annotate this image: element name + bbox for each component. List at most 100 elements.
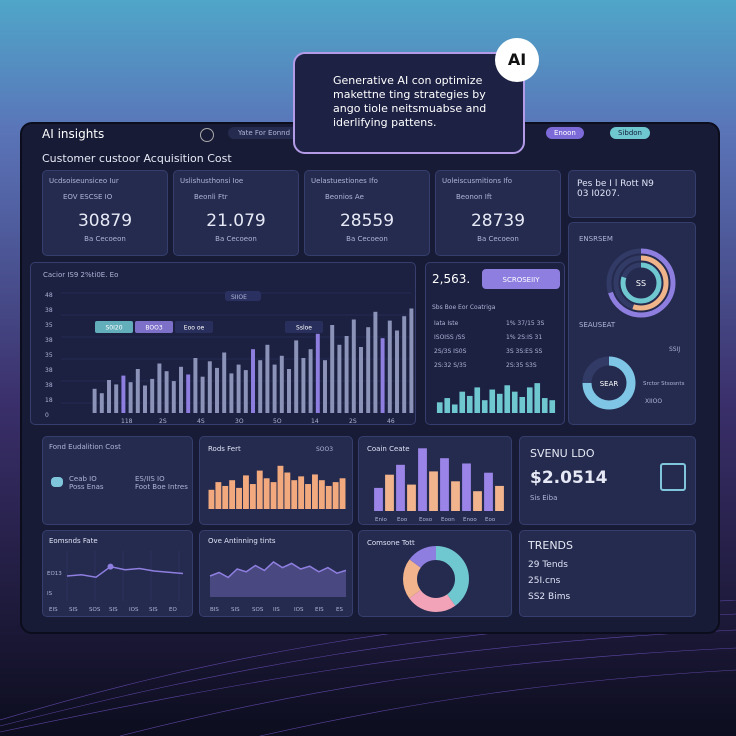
label: SCROSEIIY [503, 276, 541, 284]
kpi-label: Ucdsoiseunsiceo Iur [49, 177, 119, 185]
bar [429, 471, 438, 511]
bar [222, 485, 229, 509]
kpi-label: Uelastuestiones Ifo [311, 177, 378, 185]
ring [620, 262, 662, 304]
kpi-sub: Beonli Ftr [194, 193, 228, 201]
bar [325, 485, 332, 509]
label: SIIOE [231, 294, 247, 301]
pill[interactable]: Sibdon [610, 127, 650, 139]
label: 2S [159, 418, 167, 425]
bar [418, 448, 427, 511]
side-card: Pes be I l Rott N9 03 I0207. [568, 170, 696, 218]
bar [459, 391, 466, 413]
bar [337, 344, 342, 413]
bar [385, 474, 394, 511]
line: Generative AI con optimize [333, 74, 483, 87]
bar [272, 364, 277, 413]
ring [606, 248, 676, 318]
speech-bubble [293, 52, 525, 154]
kpi-value: 30879 [77, 211, 133, 231]
label: 35 [45, 352, 53, 359]
side-svg: ENSRSEM SS SEAUSEAT SSIJ Srctor Stsosnts XIIO… [579, 235, 685, 410]
icon [51, 477, 63, 487]
pill[interactable]: Enoon [546, 127, 584, 139]
label: BOO3 [145, 325, 162, 332]
ring [613, 255, 669, 311]
label: 35 [45, 322, 53, 329]
bar [207, 361, 212, 413]
bar [473, 491, 482, 511]
bar [193, 358, 198, 413]
kpi-card: Uelastuestiones Ifo Beonios Ae 28559 Ba … [304, 170, 430, 256]
ove-card: Ove Antinning tints BIS SIS SOS IIS IOS EIS ES [199, 530, 353, 617]
label: 5O [273, 418, 282, 425]
bar [444, 398, 451, 413]
label: 3S 3S:ES SS [506, 348, 542, 355]
bar [256, 470, 263, 509]
bar [519, 397, 526, 413]
bar [374, 487, 383, 511]
label: Eomsnds Fate [49, 537, 98, 545]
bar [366, 327, 371, 413]
rods-card: Rods Fert SOO3 [199, 436, 353, 525]
bar [243, 475, 249, 509]
label: IS [47, 591, 53, 597]
bar [526, 387, 533, 413]
label: Coain Ceate [367, 445, 410, 453]
line: 03 I0207. [577, 189, 620, 199]
calendar-icon [660, 463, 686, 491]
bar [451, 481, 460, 511]
label: EIS [49, 607, 58, 613]
bar [301, 358, 306, 413]
kpi-foot: Ba Cecoeon [84, 235, 126, 243]
kpi-value: 28559 [339, 211, 395, 231]
app-title: AI insights [42, 127, 105, 141]
bar [305, 484, 311, 509]
bar [495, 485, 504, 511]
stat: Ceab IO Poss Enas [69, 475, 104, 491]
label: ENSRSEM [579, 235, 613, 243]
chip [175, 321, 213, 333]
label: Comsone Tott [367, 539, 415, 547]
line: SS2 Bims [528, 592, 571, 602]
label: Enio [375, 517, 387, 523]
bar [474, 387, 481, 413]
bar [236, 487, 242, 509]
bar [344, 336, 349, 413]
bar [318, 480, 325, 509]
search[interactable]: Yate For Eonnd [228, 127, 301, 139]
svenu-card: SVENU LDO $2.0514 Sis Eiba [519, 436, 696, 525]
chip [285, 321, 323, 333]
bar [251, 349, 255, 413]
line: 29 Tends [528, 560, 568, 570]
card-foot: Sis Eiba [530, 494, 558, 502]
bar [436, 402, 443, 413]
label: IOS [294, 607, 304, 613]
kpi-value: 28739 [470, 211, 526, 231]
bubble-text: Generative AI con optimize makettne ting … [333, 74, 486, 130]
bar [186, 374, 191, 413]
coain-card: Coain Ceate Enio Eoo Eoso Eoon Enoo Eoo [358, 436, 512, 525]
label: SEAUSEAT [579, 321, 616, 329]
label: 48 [45, 292, 53, 299]
label: SIS [149, 607, 158, 613]
bar [407, 484, 416, 511]
label: Ssloe [296, 325, 312, 332]
bar [287, 369, 291, 413]
trends-card: TRENDS 29 Tends 25I.cns SS2 Bims [519, 530, 696, 617]
label: Eoo [397, 517, 408, 523]
label: 118 [121, 418, 133, 425]
bar [332, 482, 339, 509]
kpi-sub: EOV ESCSE IO [63, 193, 113, 201]
card-title: SVENU LDO [530, 447, 595, 460]
kpi-value: 21.079 [206, 211, 266, 231]
icon[interactable] [200, 128, 214, 142]
bar [549, 400, 556, 413]
stat: ES/IIS IO Foot Boe Intres [135, 475, 188, 491]
bar [312, 474, 318, 509]
label: EIS [315, 607, 324, 613]
label: SEAR [600, 380, 619, 388]
label: Eoo [485, 517, 496, 523]
donut-seg [403, 546, 469, 612]
label: ISOISS /SS [434, 334, 465, 341]
